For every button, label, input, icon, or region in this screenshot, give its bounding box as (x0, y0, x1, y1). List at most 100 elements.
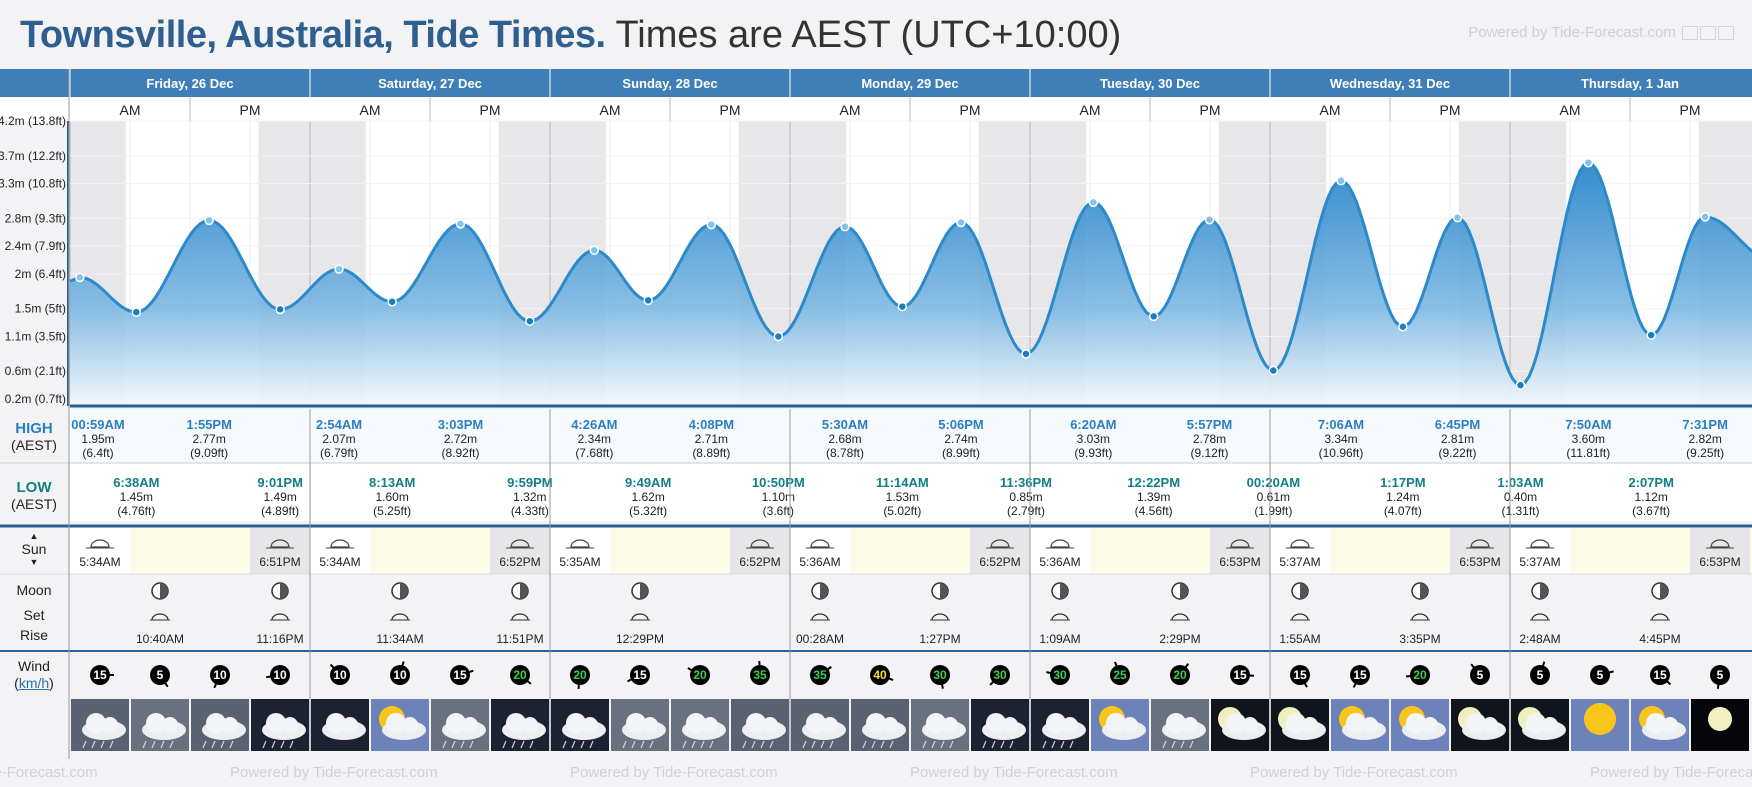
low-tide-point (275, 304, 285, 315)
sun-night-bg (790, 528, 850, 574)
tide-height: 3.03m (1077, 432, 1110, 446)
moon-shadow (1420, 583, 1428, 599)
wind-direction-arrow (687, 667, 701, 676)
cloud-icon (162, 717, 178, 733)
sun-weather-icon (1584, 703, 1616, 735)
rain-icon (949, 740, 954, 749)
cloud-icon (566, 713, 586, 733)
sun-time: 5:36AM (1039, 555, 1080, 569)
rain-icon (169, 740, 174, 749)
wind-direction-arrow (1539, 661, 1546, 676)
rain-icon (211, 740, 216, 749)
rain-icon (280, 740, 285, 749)
moon-horizon-icon (1291, 613, 1309, 621)
left-ampm (0, 97, 70, 121)
location-title: Townsville, Australia, Tide Times. (20, 14, 606, 56)
wind-direction-arrow (1470, 663, 1481, 676)
cloud-icon (102, 717, 118, 733)
timezone-label: Times are AEST (UTC+10:00) (615, 14, 1122, 56)
tide-height-ft: (5.32ft) (629, 504, 667, 518)
wind-direction-arrow (459, 669, 474, 676)
tide-height: 1.12m (1634, 490, 1667, 504)
moon-time: 1:27PM (919, 632, 960, 646)
sun-night-bg (70, 528, 130, 574)
y-tick-label: 4.2m (13.8ft) (0, 114, 66, 128)
rain-icon (160, 740, 165, 749)
cloud-icon (462, 717, 478, 733)
high-tide-point (706, 219, 717, 230)
rain-icon (142, 740, 147, 749)
high-tide-point (204, 215, 214, 226)
wind-speed: 5 (157, 668, 164, 682)
wind-direction-arrow (266, 674, 281, 679)
cloud-icon (1002, 717, 1018, 733)
sun-time: 5:35AM (559, 555, 600, 569)
moon-horizon-icon (631, 613, 649, 621)
sun-time: 6:52PM (499, 555, 540, 569)
moon-shadow (940, 583, 948, 599)
day-label: Sunday, 28 Dec (622, 76, 717, 91)
sun-icon (990, 539, 1010, 548)
moon-time: 2:29PM (1159, 632, 1200, 646)
tide-height: 1.60m (375, 490, 408, 504)
rain-icon (460, 740, 465, 749)
wind-speed: 15 (1653, 668, 1667, 682)
low-time: 2:07PM (1628, 475, 1674, 490)
rain-icon (1180, 740, 1185, 749)
wind-direction-arrow (399, 661, 405, 676)
rain-icon (931, 740, 936, 749)
wind-direction-arrow (1599, 670, 1614, 676)
wind-direction-arrow (213, 674, 221, 689)
high-time: 7:31PM (1682, 417, 1728, 432)
sun-time: 6:51PM (259, 555, 300, 569)
powered-by-top[interactable]: Powered by Tide-Forecast.com (1468, 24, 1734, 41)
cloud-icon (86, 713, 106, 733)
sun-night-bg (1450, 528, 1510, 574)
low-time: 1:17PM (1380, 475, 1426, 490)
tide-height: 1.95m (81, 432, 114, 446)
cloud-icon (206, 713, 226, 733)
tide-height-ft: (8.78ft) (826, 446, 864, 460)
wind-direction-arrow (329, 663, 341, 676)
wind-direction-arrow (939, 674, 944, 689)
low-row-label: LOW (AEST) (11, 479, 57, 512)
rain-icon (1069, 740, 1074, 749)
wind-speed: 35 (753, 668, 767, 682)
rain-icon (802, 740, 807, 749)
wind-speed: 35 (813, 668, 827, 682)
sun-row-label[interactable]: ▲ Sun ▼ (0, 532, 68, 567)
low-tide-point (1646, 330, 1656, 340)
high-time: 6:45PM (1435, 417, 1481, 432)
low-tide-point (643, 295, 653, 306)
high-tide-point (1204, 214, 1215, 225)
rain-icon (511, 740, 516, 749)
powered-by-repeat: Powered by Tide-Forecast.com (1590, 764, 1752, 781)
cloud-icon (942, 717, 958, 733)
sun-icon (1530, 539, 1550, 548)
tide-height-ft: (8.92ft) (441, 446, 479, 460)
y-tick-label: 0.2m (0.7ft) (5, 392, 66, 406)
y-tick-label: 3.3m (10.8ft) (0, 177, 66, 191)
pm-label: PM (1680, 102, 1701, 118)
arrow-up-icon: ▲ (29, 531, 39, 541)
left-gutter (0, 69, 70, 759)
logo-icon (1718, 26, 1734, 41)
wind-speed: 15 (453, 668, 467, 682)
tide-height-ft: (9.25ft) (1686, 446, 1724, 460)
wind-unit-link[interactable]: km/h (18, 675, 50, 691)
cloud-icon (386, 713, 406, 733)
sun-night-bg (1270, 528, 1330, 574)
sun-night-bg (730, 528, 790, 574)
tide-height-ft: (11.81ft) (1566, 446, 1610, 460)
cloud-icon (1122, 717, 1138, 733)
sun-icon (1050, 539, 1070, 548)
rain-icon (811, 740, 816, 749)
cloud-icon (1542, 717, 1558, 733)
moon-time: 10:40AM (136, 632, 184, 646)
wind-speed: 5 (1477, 668, 1484, 682)
y-tick-label: 1.5m (5ft) (15, 302, 66, 316)
moon-shadow (280, 583, 288, 599)
wind-speed: 5 (1597, 668, 1604, 682)
cloud-icon (1662, 717, 1678, 733)
rain-icon (1009, 740, 1014, 749)
